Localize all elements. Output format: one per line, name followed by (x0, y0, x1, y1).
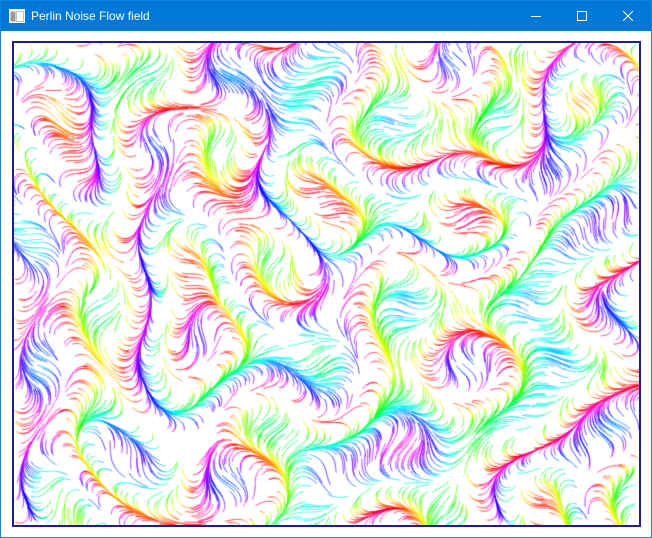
flow-field-canvas[interactable] (14, 43, 639, 525)
maximize-icon (577, 11, 587, 21)
minimize-icon (531, 16, 541, 17)
close-icon (623, 11, 633, 21)
client-area (1, 31, 651, 537)
maximize-button[interactable] (559, 1, 605, 31)
window-title: Perlin Noise Flow field (31, 9, 150, 23)
title-bar[interactable]: Perlin Noise Flow field (1, 1, 651, 31)
minimize-button[interactable] (513, 1, 559, 31)
close-button[interactable] (605, 1, 651, 31)
flow-field-frame (12, 41, 641, 527)
window-app-icon[interactable] (9, 9, 25, 23)
